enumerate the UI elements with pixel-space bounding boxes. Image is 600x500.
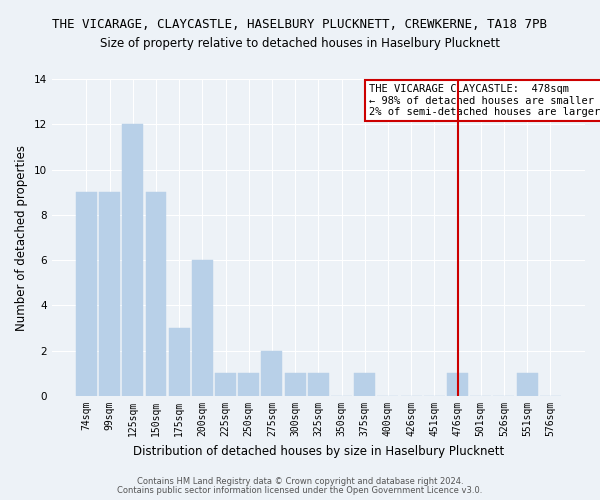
Bar xyxy=(238,374,259,396)
Bar xyxy=(192,260,213,396)
Text: THE VICARAGE, CLAYCASTLE, HASELBURY PLUCKNETT, CREWKERNE, TA18 7PB: THE VICARAGE, CLAYCASTLE, HASELBURY PLUC… xyxy=(53,18,548,30)
Bar xyxy=(447,374,468,396)
Bar xyxy=(146,192,166,396)
Bar xyxy=(262,351,283,396)
Bar xyxy=(215,374,236,396)
Bar xyxy=(76,192,97,396)
Bar xyxy=(122,124,143,396)
Text: Contains HM Land Registry data © Crown copyright and database right 2024.: Contains HM Land Registry data © Crown c… xyxy=(137,477,463,486)
Text: Contains public sector information licensed under the Open Government Licence v3: Contains public sector information licen… xyxy=(118,486,482,495)
Bar xyxy=(284,374,305,396)
Text: Size of property relative to detached houses in Haselbury Plucknett: Size of property relative to detached ho… xyxy=(100,36,500,50)
Bar xyxy=(308,374,329,396)
Bar xyxy=(99,192,120,396)
Bar xyxy=(517,374,538,396)
Bar xyxy=(169,328,190,396)
Bar xyxy=(354,374,375,396)
X-axis label: Distribution of detached houses by size in Haselbury Plucknett: Distribution of detached houses by size … xyxy=(133,444,504,458)
Y-axis label: Number of detached properties: Number of detached properties xyxy=(15,144,28,330)
Text: THE VICARAGE CLAYCASTLE:  478sqm
← 98% of detached houses are smaller (55)
2% of: THE VICARAGE CLAYCASTLE: 478sqm ← 98% of… xyxy=(369,84,600,117)
